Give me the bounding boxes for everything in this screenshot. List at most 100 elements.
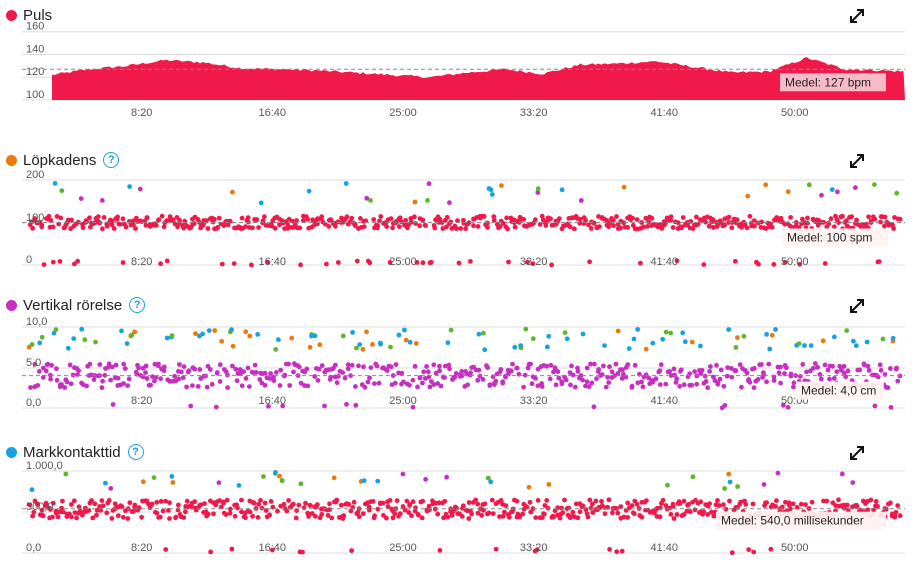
data-point (209, 381, 215, 387)
data-point (744, 225, 750, 231)
data-point (170, 480, 176, 485)
data-point (641, 224, 646, 230)
data-point (239, 215, 245, 221)
data-point (327, 501, 332, 507)
data-point (247, 333, 253, 339)
data-point (841, 505, 847, 511)
data-point (278, 367, 283, 373)
expand-icon[interactable] (848, 444, 866, 462)
data-point (336, 373, 341, 379)
help-icon[interactable]: ? (129, 297, 146, 313)
data-point (782, 259, 788, 265)
data-point (177, 217, 183, 223)
data-point (882, 372, 888, 377)
data-point (361, 224, 367, 229)
data-point (149, 501, 155, 507)
data-point (596, 367, 602, 372)
data-point (387, 498, 393, 503)
data-point (325, 513, 331, 518)
data-point (255, 332, 261, 337)
data-point (480, 377, 486, 382)
data-point (721, 502, 726, 508)
data-point (476, 367, 482, 373)
data-point (702, 373, 708, 379)
data-point (774, 498, 779, 504)
data-point (594, 376, 599, 382)
data-point (108, 377, 113, 383)
data-point (446, 362, 452, 368)
data-point (773, 327, 778, 332)
data-point (625, 225, 631, 230)
data-point (225, 222, 231, 228)
data-point (410, 377, 416, 383)
data-point (619, 548, 625, 554)
data-point (512, 224, 518, 230)
data-point (680, 330, 686, 336)
data-point (230, 189, 235, 195)
data-point (68, 381, 74, 387)
data-point (834, 369, 840, 375)
data-point (614, 506, 620, 511)
data-point (89, 498, 94, 503)
data-point (72, 261, 77, 267)
data-point (829, 187, 835, 192)
x-tick-label: 33:20 (520, 542, 548, 554)
expand-icon[interactable] (848, 297, 866, 315)
data-point (307, 344, 313, 350)
x-tick-label: 8:20 (131, 256, 152, 268)
data-point (559, 379, 565, 384)
data-point (143, 363, 149, 369)
data-point (481, 330, 486, 336)
data-point (376, 380, 382, 386)
data-point (192, 499, 198, 504)
data-point (688, 219, 694, 224)
data-point (812, 361, 818, 366)
data-point (790, 501, 796, 507)
data-point (205, 511, 211, 517)
data-point (213, 404, 219, 410)
data-point (583, 507, 589, 512)
data-point (231, 261, 237, 266)
data-point (201, 222, 206, 228)
data-point (571, 226, 577, 232)
data-point (569, 363, 574, 369)
data-point (888, 405, 894, 410)
data-point (498, 367, 504, 372)
data-point (885, 385, 891, 391)
data-point (59, 382, 64, 387)
data-point (878, 219, 883, 225)
data-point (522, 372, 528, 378)
data-point (392, 380, 398, 386)
data-point (255, 515, 261, 520)
data-point (62, 385, 68, 390)
data-point (57, 509, 63, 515)
data-point (442, 375, 447, 380)
data-point (477, 373, 483, 379)
data-point (181, 364, 187, 369)
help-icon[interactable]: ? (127, 444, 144, 460)
data-point (160, 508, 166, 514)
data-point (546, 333, 552, 339)
data-point (649, 215, 655, 221)
data-point (756, 261, 761, 267)
data-point (273, 370, 279, 375)
data-point (586, 384, 592, 389)
data-point (97, 362, 103, 367)
data-point (262, 370, 268, 376)
data-point (781, 402, 786, 408)
data-point (367, 375, 372, 381)
data-point (535, 498, 541, 503)
data-point (739, 384, 744, 390)
expand-icon[interactable] (848, 7, 866, 25)
data-point (148, 382, 154, 388)
data-point (227, 510, 233, 516)
help-icon[interactable]: ? (103, 152, 120, 168)
data-point (442, 498, 448, 504)
data-point (493, 546, 499, 552)
cadence-chart: 200 100 0 8:20 16:40 25:00 33:20 41:40 50:00 Mede… (22, 169, 905, 268)
data-point (604, 218, 610, 223)
data-point (539, 515, 545, 520)
data-point (448, 327, 454, 333)
expand-icon[interactable] (848, 152, 866, 170)
data-point (458, 226, 464, 231)
